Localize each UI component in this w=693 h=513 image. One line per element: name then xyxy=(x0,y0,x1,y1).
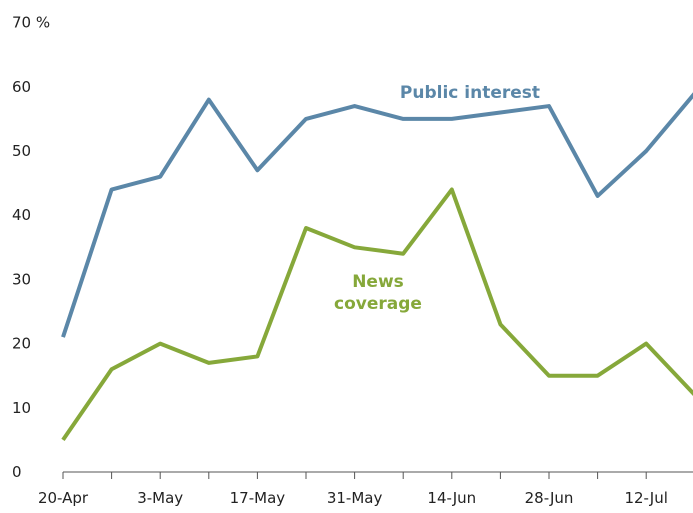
x-tick-label: 20-Apr xyxy=(38,489,89,507)
series-layer xyxy=(61,92,693,442)
x-tick-label: 12-Jul xyxy=(624,489,667,507)
y-axis-ticks: 0 10 20 30 40 50 60 70 % xyxy=(12,14,50,481)
x-tick-label: 28-Jun xyxy=(525,489,574,507)
series-label-0: Public interest xyxy=(400,83,540,103)
series-line-1 xyxy=(61,187,693,442)
y-tick-label: 70 % xyxy=(12,14,50,32)
series-labels: Public interest News coverage xyxy=(334,83,540,314)
x-tick-label: 31-May xyxy=(327,489,383,507)
x-axis: 20-Apr 3-May 17-May 31-May 14-Jun 28-Jun 12-Ju… xyxy=(38,471,693,507)
y-tick-label: 0 xyxy=(12,463,22,481)
x-tick-label: 3-May xyxy=(137,489,183,507)
y-tick-label: 50 xyxy=(12,142,31,160)
series-label-1: News coverage xyxy=(334,272,422,314)
x-tick-label: 17-May xyxy=(230,489,286,507)
y-tick-label: 10 xyxy=(12,399,31,417)
y-tick-label: 40 xyxy=(12,206,31,224)
y-tick-label: 60 xyxy=(12,78,31,96)
y-tick-label: 30 xyxy=(12,270,31,288)
x-tick-label: 14-Jun xyxy=(427,489,476,507)
y-tick-label: 20 xyxy=(12,335,31,353)
series-line-0 xyxy=(61,92,693,338)
